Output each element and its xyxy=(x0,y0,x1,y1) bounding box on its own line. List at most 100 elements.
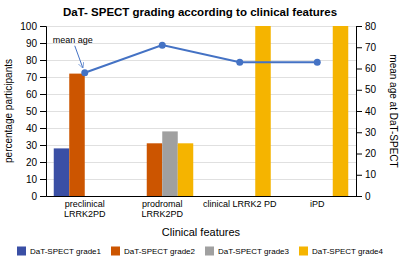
grid-line xyxy=(46,111,356,112)
y-tick: 40 xyxy=(26,123,46,134)
legend-label: DaT-SPECT grade2 xyxy=(124,247,196,256)
y-tick: 30 xyxy=(26,140,46,151)
chart: 010203040506070809010001020304050607080p… xyxy=(0,0,400,260)
x-axis-title: Clinical features xyxy=(162,226,241,238)
y2-tick: 0 xyxy=(356,191,371,202)
x-axis: preclinicalLRRK2PDprodromalLRRK2PDclinic… xyxy=(47,196,357,219)
grid-line xyxy=(46,60,356,61)
legend-item: DaT-SPECT grade4 xyxy=(299,247,384,256)
y2-axis: 01020304050607080 xyxy=(356,21,377,202)
grid-tick xyxy=(46,162,356,163)
bar xyxy=(131,196,147,197)
y2-tick: 60 xyxy=(356,63,377,74)
axis-line xyxy=(47,196,357,197)
bar xyxy=(317,196,333,197)
bar xyxy=(255,26,271,196)
grid-tick xyxy=(46,145,356,146)
tick-label: 30 xyxy=(365,127,377,138)
y-tick: 80 xyxy=(26,55,46,66)
grid-line xyxy=(46,145,356,146)
axis-line xyxy=(357,27,363,197)
marker xyxy=(236,59,243,66)
y-tick: 50 xyxy=(26,106,46,117)
tick-label: 30 xyxy=(26,140,38,151)
bar-series xyxy=(54,148,70,196)
tick-mark xyxy=(40,145,46,146)
bar xyxy=(162,131,178,196)
grid-tick xyxy=(46,77,356,78)
grid-tick xyxy=(46,196,356,197)
grid-tick xyxy=(46,26,356,27)
bar xyxy=(147,143,163,196)
marker xyxy=(81,69,88,76)
y2-axis-title: mean age at DaT-SPECT xyxy=(388,54,399,167)
marks xyxy=(54,26,349,196)
grid-line xyxy=(46,179,356,180)
tick-label: 50 xyxy=(365,84,377,95)
bar xyxy=(85,196,101,197)
tick-label: 20 xyxy=(26,157,38,168)
tick-mark xyxy=(40,128,46,129)
marker xyxy=(159,42,166,49)
bar xyxy=(286,196,302,197)
tick-label: 40 xyxy=(26,123,38,134)
tick-mark xyxy=(356,196,362,197)
y-tick: 70 xyxy=(26,72,46,83)
grid-line xyxy=(46,26,356,27)
tick-mark xyxy=(40,179,46,180)
y-tick: 0 xyxy=(31,191,46,202)
y-axis: 0 10 20 30 40 50 60 70 80 90 100 xyxy=(20,21,46,202)
bar-series xyxy=(162,131,178,196)
tick-mark xyxy=(40,43,46,44)
tick-label: 70 xyxy=(26,72,38,83)
tick-mark xyxy=(40,94,46,95)
tick-label: 0 xyxy=(31,191,37,202)
legend-label: DaT-SPECT grade4 xyxy=(312,247,384,256)
y2-tick: 10 xyxy=(356,169,377,180)
x-tick: clinical LRRK2 PD xyxy=(203,196,277,209)
bar xyxy=(69,74,85,196)
grid-tick xyxy=(46,94,356,95)
tick-mark xyxy=(40,26,46,27)
y-tick: 20 xyxy=(26,157,46,168)
y2-tick: 50 xyxy=(356,84,377,95)
y-tick: 60 xyxy=(26,89,46,100)
grid-tick xyxy=(46,111,356,112)
grid-tick xyxy=(46,60,356,61)
bar xyxy=(209,196,225,197)
tick-label: 90 xyxy=(26,38,38,49)
tick-mark xyxy=(356,90,362,91)
tick-label: 100 xyxy=(20,21,37,32)
grid-tick xyxy=(46,179,356,180)
legend-label: DaT-SPECT grade1 xyxy=(30,247,102,256)
grid-line xyxy=(46,128,356,129)
tick-label: 10 xyxy=(26,174,38,185)
legend-item: DaT-SPECT grade2 xyxy=(111,247,196,256)
axis-line xyxy=(40,27,47,197)
legend: DaT-SPECT grade1 DaT-SPECT grade2 DaT-SPEC… xyxy=(17,247,384,256)
tick-label: 60 xyxy=(26,89,38,100)
y-tick: 10 xyxy=(26,174,46,185)
tick-label: 40 xyxy=(365,106,377,117)
x-tick: iPD xyxy=(310,196,325,209)
tick-mark xyxy=(40,111,46,112)
y2-tick: 30 xyxy=(356,127,377,138)
tick-label: iPD xyxy=(310,199,325,209)
bar xyxy=(333,26,349,196)
tick-label: 60 xyxy=(365,63,377,74)
bar xyxy=(100,196,116,197)
tick-mark xyxy=(40,60,46,61)
bar xyxy=(54,148,70,196)
y2-tick: 20 xyxy=(356,148,377,159)
legend-item: DaT-SPECT grade3 xyxy=(205,247,290,256)
y-tick: 100 xyxy=(20,21,46,32)
y-axis-title: percentage participants xyxy=(3,59,14,163)
grid-line xyxy=(46,77,356,78)
bar xyxy=(224,196,240,197)
grid-line xyxy=(46,162,356,163)
tick-label: 70 xyxy=(365,42,377,53)
tick-mark xyxy=(356,69,362,70)
annotation-arrow xyxy=(75,46,83,68)
legend-swatch xyxy=(111,247,120,256)
tick-mark xyxy=(40,196,46,197)
